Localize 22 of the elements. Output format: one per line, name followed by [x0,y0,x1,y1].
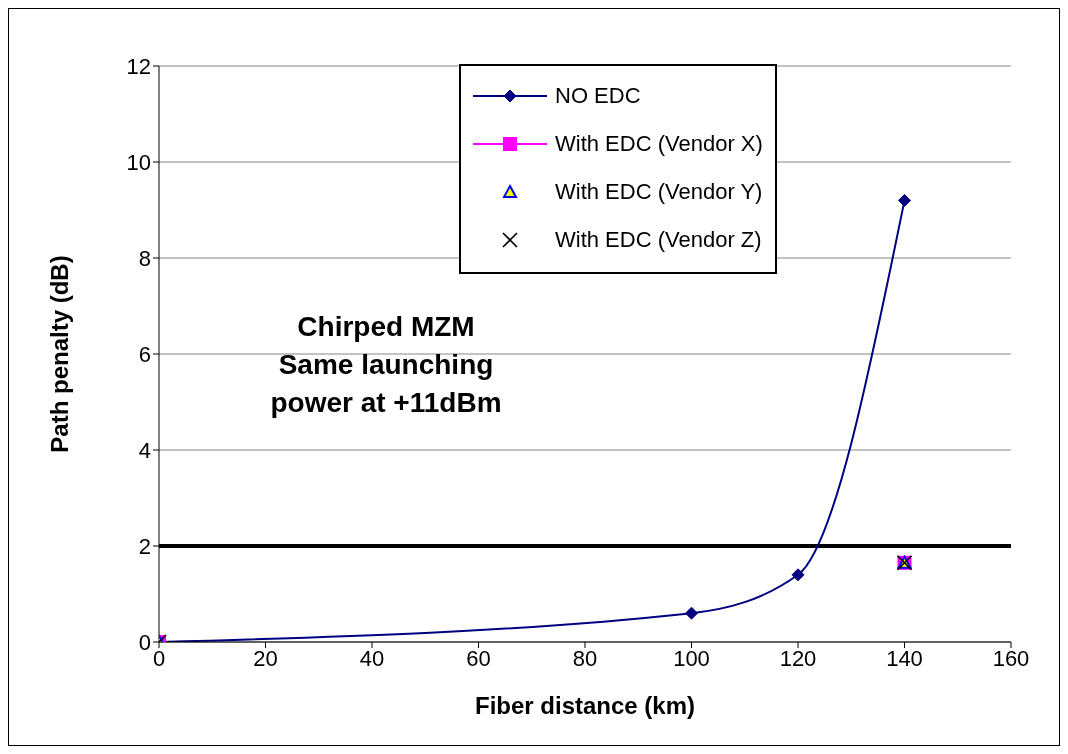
x-tick-label: 60 [466,645,491,671]
x-tick-label: 40 [359,645,385,671]
y-axis-title: Path penalty (dB) [45,255,73,453]
x-tick-label: 80 [572,645,598,671]
y-tick-label: 2 [138,533,151,559]
y-tick-label: 12 [126,53,151,79]
x-tick-label: 140 [886,645,923,671]
annotation: Chirped MZM Same launching power at +11dBm [270,311,502,418]
x-axis-title: Fiber distance (km) [474,692,696,719]
y-tick-label: 0 [138,629,151,655]
y-tick-label: 6 [138,341,151,367]
x-tick-label: 100 [673,645,710,671]
x-tick-label: 20 [253,645,278,671]
x-tick-label: 120 [779,645,817,671]
x-tick-label: 160 [992,645,1030,671]
legend-label: With EDC (Vendor Y) [555,179,763,205]
y-tick-label: 8 [138,245,151,271]
legend-label: With EDC (Vendor Z) [555,227,762,253]
legend-label: NO EDC [555,83,641,109]
y-tick-label: 10 [126,149,151,175]
y-tick-label: 4 [138,437,151,463]
legend-label: With EDC (Vendor X) [555,131,763,157]
